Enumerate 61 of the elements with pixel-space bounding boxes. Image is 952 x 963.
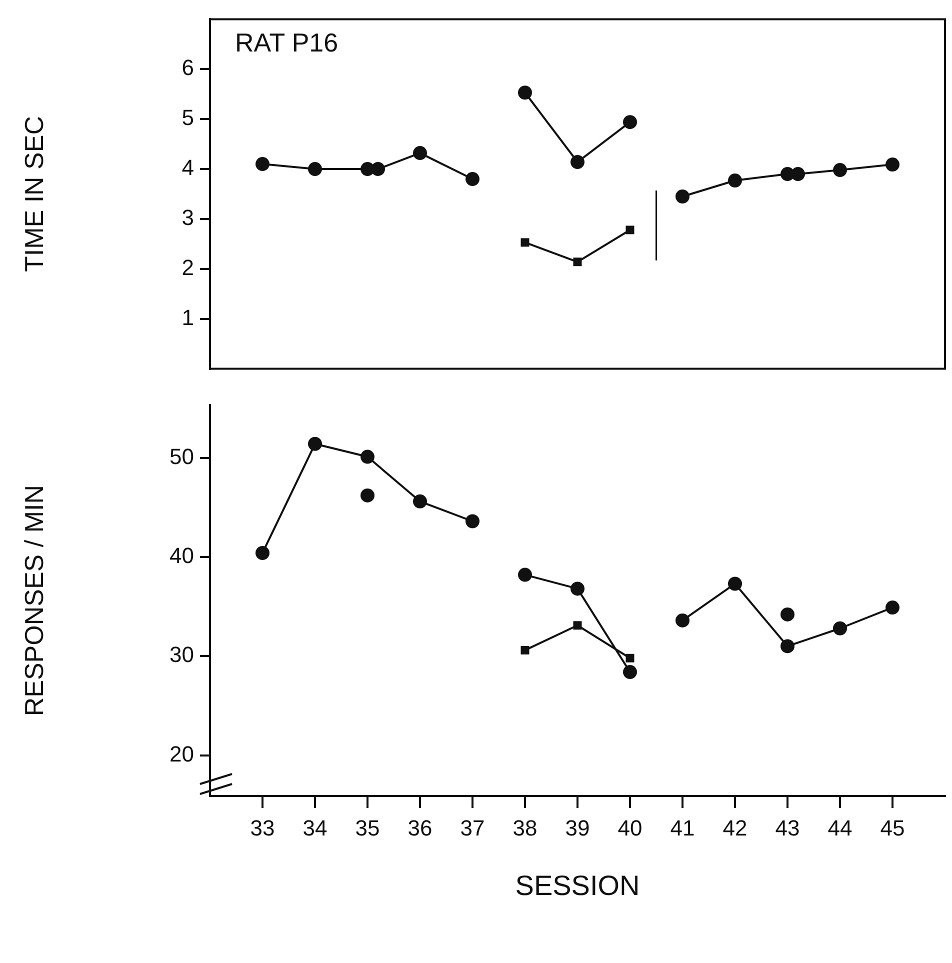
point [308,436,322,451]
point [623,665,637,680]
point [570,582,584,596]
y-axis-title: RESPONSES / MIN [18,485,49,716]
x-tick-label: 41 [670,815,695,840]
point [520,238,530,247]
point [791,167,805,182]
point [676,613,690,628]
y-tick-label: 4 [182,155,194,180]
x-tick-label: 42 [722,815,748,840]
point [413,146,427,160]
y-tick-label: 6 [182,55,194,80]
point [886,600,900,615]
x-tick-label: 38 [512,815,538,840]
point [360,450,374,464]
y-tick-label: 50 [170,444,194,469]
y-tick-label: 5 [182,105,194,130]
point [466,514,480,528]
point [573,621,582,630]
point [728,576,742,591]
point [308,162,322,176]
y-tick-label: 40 [170,543,194,568]
point [626,654,634,662]
x-tick-label: 35 [355,815,380,840]
x-tick-label: 34 [302,815,328,840]
point [623,115,637,130]
x-tick-label: 44 [828,815,852,840]
x-tick-label: 36 [408,815,432,840]
point [886,158,900,172]
point [626,226,634,234]
point [728,174,742,188]
point [518,568,532,582]
x-axis-title: SESSION [515,870,640,901]
y-tick-label: 20 [170,741,194,766]
x-tick-label: 37 [460,815,485,840]
point [413,494,427,508]
y-tick-label: 3 [182,205,194,230]
x-tick-label: 39 [565,815,590,840]
annotation: RAT P16 [235,27,338,58]
point [520,646,530,654]
x-tick-label: 40 [618,815,642,840]
x-tick-label: 33 [250,815,275,840]
point [371,162,385,176]
point [466,172,480,186]
point [360,488,374,502]
y-tick-label: 1 [182,304,194,330]
point [518,86,532,100]
point [833,163,847,178]
point [573,258,582,266]
y-tick-label: 2 [182,254,194,280]
point [780,607,794,622]
x-tick-label: 45 [880,815,905,840]
point [780,639,794,654]
point [570,155,584,170]
point [256,157,270,172]
point [833,621,847,636]
y-tick-label: 30 [170,642,194,668]
point [676,189,690,204]
point [256,546,270,560]
y-axis-title: TIME IN SEC [18,116,49,272]
x-tick-label: 43 [775,815,800,840]
